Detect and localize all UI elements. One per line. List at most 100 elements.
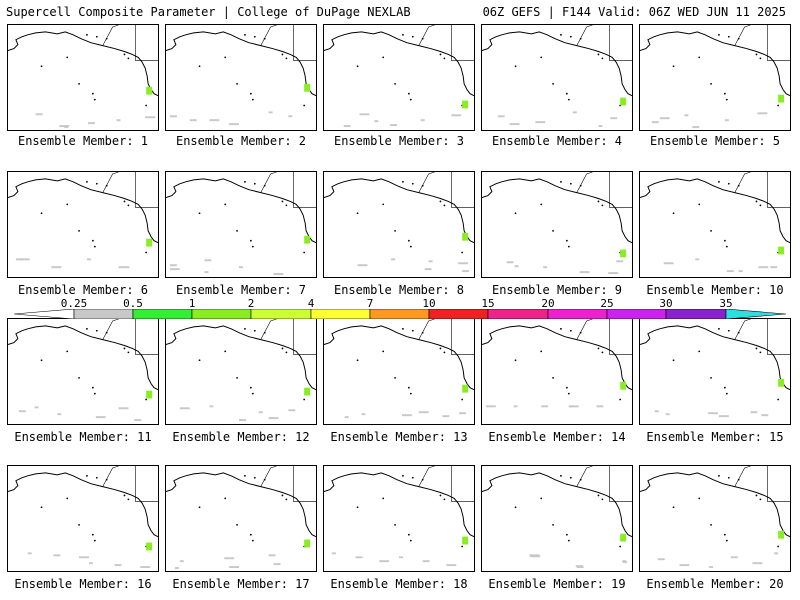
ensemble-map-panel [7, 24, 159, 131]
scp-shading [506, 261, 514, 264]
island [710, 523, 712, 526]
scp-shading [86, 258, 91, 261]
scp-shading [568, 405, 579, 408]
island [560, 180, 562, 183]
scp-shading [770, 266, 778, 269]
island [567, 392, 570, 395]
island [303, 104, 306, 107]
scp-shading [462, 100, 469, 109]
island [249, 386, 252, 389]
scp-shading [118, 407, 129, 410]
island [244, 474, 246, 477]
scp-shading [118, 266, 123, 269]
country-border [260, 319, 316, 355]
scp-shading [169, 268, 180, 271]
scp-shading [169, 264, 177, 267]
island [597, 494, 600, 497]
island [402, 327, 404, 330]
colorbar-tick-label: 0.25 [60, 297, 88, 310]
island [514, 506, 517, 509]
island [411, 182, 414, 185]
scp-shading [174, 567, 179, 570]
scp-shading [268, 417, 279, 420]
island [439, 200, 442, 203]
scp-shading [428, 260, 433, 263]
colorbar-segment [250, 309, 312, 319]
island [145, 251, 148, 254]
ensemble-map-panel [639, 24, 791, 131]
island [95, 476, 98, 479]
coastline [324, 31, 474, 97]
ensemble-map-panel [165, 24, 317, 131]
scp-shading [258, 411, 263, 414]
island [356, 212, 359, 215]
coastline [324, 178, 474, 244]
scp-shading [442, 415, 450, 418]
scp-shading [497, 115, 505, 118]
island [95, 329, 98, 332]
island [78, 229, 80, 232]
island [579, 184, 582, 187]
island [718, 327, 720, 330]
island [619, 398, 622, 401]
island [718, 33, 720, 36]
coastline [640, 178, 790, 244]
island [727, 35, 730, 38]
scp-shading [140, 566, 151, 569]
coastline [324, 325, 474, 391]
island [382, 203, 385, 206]
island [394, 376, 396, 379]
scp-shading [459, 412, 467, 415]
island [78, 376, 80, 379]
island [443, 498, 446, 501]
island [723, 92, 726, 95]
scp-shading [620, 97, 627, 106]
country-border [102, 466, 158, 502]
island [224, 203, 227, 206]
scp-shading [462, 232, 469, 241]
island [40, 65, 43, 68]
island [86, 327, 88, 330]
island [439, 347, 442, 350]
island [601, 351, 604, 354]
ensemble-member-label: Ensemble Member: 6 [17, 283, 149, 297]
island [755, 53, 758, 56]
scp-shading [424, 268, 432, 271]
island [737, 331, 740, 334]
scp-shading [420, 119, 425, 122]
scp-shading [59, 125, 70, 128]
island [567, 98, 570, 101]
ensemble-member-label: Ensemble Member: 20 [646, 577, 784, 591]
scp-shading [451, 114, 462, 117]
island [723, 239, 726, 242]
scp-shading [88, 562, 93, 565]
ensemble-member-label: Ensemble Member: 16 [14, 577, 152, 591]
island [421, 331, 424, 334]
scp-shading [663, 262, 674, 265]
island [514, 65, 517, 68]
island [145, 398, 148, 401]
island [407, 386, 410, 389]
island [356, 65, 359, 68]
island [78, 82, 80, 85]
scp-shading [146, 542, 153, 551]
island [759, 57, 762, 60]
island [198, 65, 201, 68]
island [263, 184, 266, 187]
island [263, 331, 266, 334]
scp-shading [391, 258, 396, 261]
model-run-info: 06Z GEFS | F144 Valid: 06Z WED JUN 11 20… [482, 5, 786, 19]
colorbar-tick-label: 0.5 [123, 297, 143, 310]
ensemble-member-label: Ensemble Member: 15 [646, 430, 784, 444]
scp-shading [446, 564, 457, 567]
island [253, 476, 256, 479]
country-border [418, 25, 474, 61]
island [597, 347, 600, 350]
island [285, 204, 288, 207]
country-border [418, 466, 474, 502]
scp-shading [651, 121, 659, 124]
ensemble-member-label: Ensemble Member: 11 [14, 430, 152, 444]
island [123, 347, 126, 350]
island [552, 82, 554, 85]
island [224, 497, 227, 500]
